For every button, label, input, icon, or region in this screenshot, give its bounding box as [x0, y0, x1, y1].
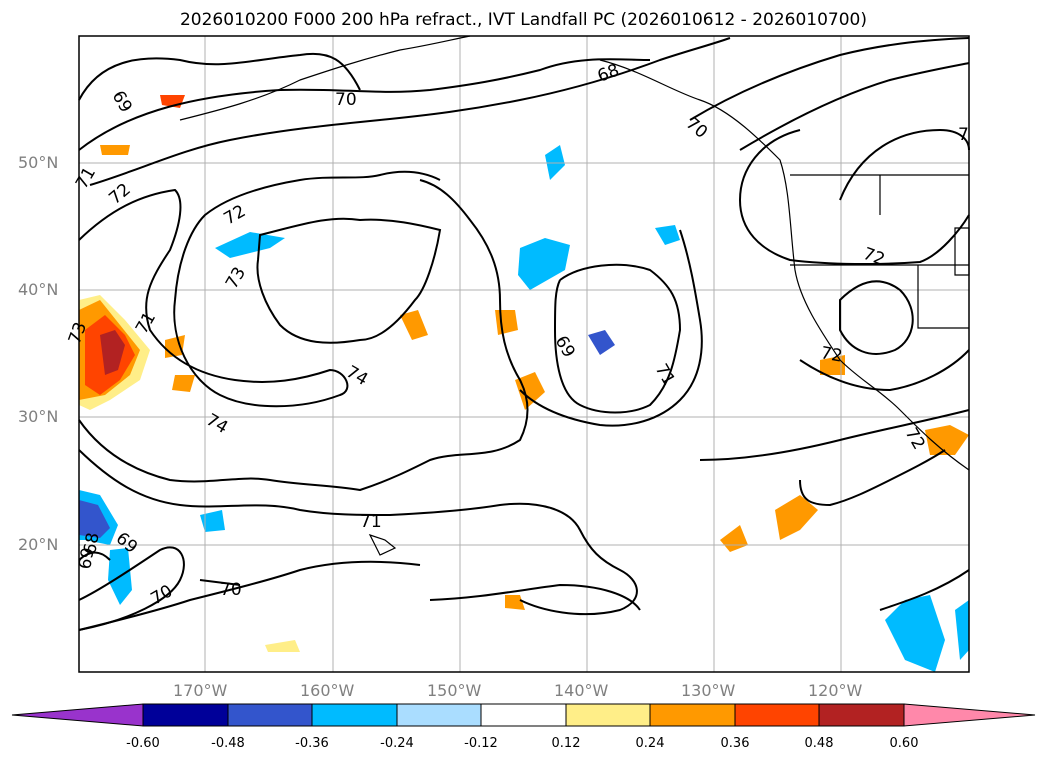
- warm-patch-6: [925, 425, 969, 455]
- colorbar-segment: [142, 703, 229, 727]
- lat-label: 30°N: [18, 407, 59, 426]
- contours: [78, 37, 970, 631]
- contour-label: 72: [819, 343, 844, 366]
- contour-label: 68: [80, 531, 103, 556]
- colorbar-tick: -0.24: [380, 736, 414, 751]
- colorbar-segment: [565, 703, 651, 727]
- lon-label: 170°W: [173, 681, 228, 700]
- contour-label: 7: [958, 125, 969, 145]
- plot-frame: [78, 35, 970, 673]
- lon-label: 150°W: [427, 681, 482, 700]
- colorbar-segment: [396, 703, 482, 727]
- warm-patch-8: [100, 145, 130, 155]
- warm-patch-10: [172, 375, 195, 392]
- cold-patch-6: [200, 510, 225, 532]
- colorbar-tick: -0.12: [464, 736, 498, 751]
- colorbar-tick: -0.48: [211, 736, 245, 751]
- colorbar-extend-left: [11, 703, 144, 727]
- contour-label: 69: [75, 546, 98, 571]
- plot-area: [79, 36, 969, 672]
- lat-label: 40°N: [18, 280, 59, 299]
- warm-patch-13: [820, 355, 845, 375]
- colorbar-tick: -0.36: [295, 736, 329, 751]
- map-title: 2026010200 F000 200 hPa refract., IVT La…: [179, 10, 867, 30]
- colorbar-tick: 0.60: [889, 736, 919, 751]
- lon-label: 120°W: [808, 681, 863, 700]
- colorbar-segment: [227, 703, 313, 727]
- warm-patch-12: [505, 595, 525, 610]
- lon-label: 130°W: [681, 681, 736, 700]
- lat-label: 50°N: [18, 153, 59, 172]
- cold-patch-2: [518, 238, 570, 290]
- colorbar-tick: 0.36: [720, 736, 750, 751]
- cold-blob-sw-core: [79, 500, 110, 538]
- contour-label: 70: [335, 90, 357, 110]
- lon-label: 140°W: [554, 681, 609, 700]
- lon-label: 160°W: [300, 681, 355, 700]
- warm-patch-2: [515, 372, 545, 410]
- graticule: [79, 36, 969, 672]
- colorbar-segment: [480, 703, 567, 727]
- colorbar-segment: [818, 703, 905, 727]
- cold-patch-1: [215, 232, 285, 258]
- cold-patch-4: [588, 330, 615, 355]
- colorbar: [11, 703, 1036, 727]
- lat-label: 20°N: [18, 535, 59, 554]
- warm-patch-11: [265, 640, 300, 652]
- cold-patch-se: [885, 595, 945, 672]
- cold-patch-se2: [955, 600, 969, 660]
- cold-patch-5: [655, 225, 680, 245]
- warm-patch-3: [400, 310, 428, 340]
- colorbar-segment: [649, 703, 736, 727]
- colorbar-tick: 0.12: [551, 736, 581, 751]
- coastlines: [179, 35, 970, 556]
- colorbar-segment: [311, 703, 398, 727]
- colorbar-segment: [734, 703, 820, 727]
- contour-label: 71: [360, 512, 382, 532]
- contour-label: 70: [220, 580, 242, 600]
- warm-patch-4: [775, 495, 818, 540]
- colorbar-tick: 0.48: [804, 736, 834, 751]
- colorbar-tick: 0.24: [635, 736, 665, 751]
- warm-blob-west-peak: [100, 330, 125, 375]
- colorbar-tick: -0.60: [126, 736, 160, 751]
- colorbar-extend-right: [903, 703, 1036, 727]
